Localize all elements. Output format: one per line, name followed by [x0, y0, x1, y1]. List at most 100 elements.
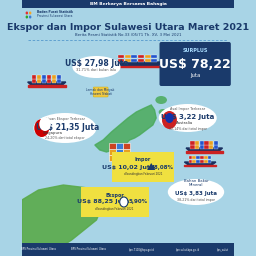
FancyBboxPatch shape	[204, 159, 208, 163]
FancyBboxPatch shape	[47, 75, 51, 79]
FancyBboxPatch shape	[52, 79, 56, 82]
Text: dibandingkan Februari 2021: dibandingkan Februari 2021	[124, 172, 162, 176]
FancyBboxPatch shape	[32, 75, 36, 79]
FancyBboxPatch shape	[214, 141, 218, 144]
Polygon shape	[22, 185, 105, 256]
FancyBboxPatch shape	[151, 59, 157, 62]
Polygon shape	[28, 82, 66, 85]
Text: bpn.7100@bps.go.id: bpn.7100@bps.go.id	[129, 248, 155, 251]
FancyBboxPatch shape	[209, 141, 213, 144]
FancyBboxPatch shape	[193, 159, 196, 163]
Text: 24,20% dari total ekspor: 24,20% dari total ekspor	[45, 136, 85, 140]
Text: BPS Provinsi Sulawesi Utara: BPS Provinsi Sulawesi Utara	[21, 248, 56, 251]
Circle shape	[162, 111, 177, 129]
Text: 31,71% dari bulan lalu: 31,71% dari bulan lalu	[77, 68, 116, 72]
Text: US$ 78,22: US$ 78,22	[159, 59, 231, 71]
Ellipse shape	[159, 104, 217, 132]
FancyBboxPatch shape	[204, 145, 209, 148]
Text: Singapura: Singapura	[42, 131, 62, 135]
FancyBboxPatch shape	[32, 79, 36, 82]
Circle shape	[39, 117, 51, 131]
FancyBboxPatch shape	[208, 155, 211, 159]
FancyBboxPatch shape	[138, 59, 144, 62]
FancyBboxPatch shape	[57, 79, 61, 82]
Text: US$ 27,98 Juta: US$ 27,98 Juta	[65, 59, 128, 68]
FancyBboxPatch shape	[57, 75, 61, 79]
FancyBboxPatch shape	[200, 145, 204, 148]
Text: Tujuan Ekspor Terbesar: Tujuan Ekspor Terbesar	[45, 117, 86, 121]
Text: Bahan Bakar
Mineral: Bahan Bakar Mineral	[184, 178, 208, 187]
FancyBboxPatch shape	[81, 187, 149, 217]
FancyBboxPatch shape	[116, 155, 123, 161]
Ellipse shape	[159, 109, 167, 115]
Text: 5,90%: 5,90%	[129, 199, 147, 205]
FancyBboxPatch shape	[204, 155, 208, 159]
FancyBboxPatch shape	[123, 143, 130, 149]
FancyBboxPatch shape	[159, 42, 231, 86]
FancyBboxPatch shape	[200, 159, 204, 163]
Text: Berita Resmi Statistik No.33 /05/71 Th. XV, 3 Mei 2021: Berita Resmi Statistik No.33 /05/71 Th. …	[75, 33, 181, 37]
Text: US$ 21,35 Juta: US$ 21,35 Juta	[36, 123, 99, 132]
FancyBboxPatch shape	[22, 243, 234, 256]
FancyBboxPatch shape	[118, 59, 124, 62]
Circle shape	[29, 12, 31, 15]
Text: Ekspor dan Impor Sulawesi Utara Maret 2021: Ekspor dan Impor Sulawesi Utara Maret 20…	[7, 24, 249, 33]
Ellipse shape	[34, 113, 97, 143]
FancyBboxPatch shape	[196, 155, 200, 159]
FancyBboxPatch shape	[190, 141, 195, 144]
Text: dibandingkan Februari 2021: dibandingkan Februari 2021	[95, 207, 134, 211]
FancyBboxPatch shape	[188, 155, 192, 159]
Text: US$ 3,22 Juta: US$ 3,22 Juta	[161, 114, 214, 120]
Polygon shape	[186, 148, 222, 151]
FancyBboxPatch shape	[37, 79, 41, 82]
FancyBboxPatch shape	[209, 145, 213, 148]
FancyBboxPatch shape	[42, 79, 46, 82]
Polygon shape	[184, 165, 216, 166]
Polygon shape	[186, 151, 222, 153]
FancyBboxPatch shape	[109, 155, 116, 161]
Text: Juta: Juta	[190, 73, 200, 79]
FancyBboxPatch shape	[200, 141, 204, 144]
FancyBboxPatch shape	[42, 75, 46, 79]
Text: US$ 3,83 Juta: US$ 3,83 Juta	[175, 190, 217, 196]
Text: Badan Pusat Statistik: Badan Pusat Statistik	[37, 10, 73, 14]
FancyBboxPatch shape	[123, 149, 130, 155]
Text: Provinsi Sulawesi Utara: Provinsi Sulawesi Utara	[37, 14, 72, 18]
FancyBboxPatch shape	[195, 145, 199, 148]
Ellipse shape	[72, 56, 121, 78]
FancyBboxPatch shape	[118, 55, 124, 58]
Text: SURPLUS: SURPLUS	[183, 48, 208, 54]
Text: Ekspor: Ekspor	[105, 193, 124, 197]
FancyBboxPatch shape	[37, 75, 41, 79]
Text: BM Berkarya Bersama Bahagia: BM Berkarya Bersama Bahagia	[90, 3, 166, 6]
Polygon shape	[28, 85, 66, 87]
Polygon shape	[114, 66, 162, 67]
Text: Lemak dan Minyak
Hewani Nabati: Lemak dan Minyak Hewani Nabati	[87, 88, 115, 97]
FancyBboxPatch shape	[195, 141, 199, 144]
Polygon shape	[147, 163, 155, 170]
FancyBboxPatch shape	[190, 145, 195, 148]
Text: Australia: Australia	[176, 121, 193, 125]
FancyBboxPatch shape	[193, 155, 196, 159]
Text: US$ 10,02 Juta: US$ 10,02 Juta	[102, 165, 154, 169]
FancyBboxPatch shape	[151, 55, 157, 58]
Circle shape	[26, 12, 28, 15]
Circle shape	[34, 119, 49, 137]
FancyBboxPatch shape	[109, 149, 116, 155]
FancyBboxPatch shape	[200, 155, 204, 159]
Circle shape	[26, 16, 28, 18]
FancyBboxPatch shape	[145, 59, 151, 62]
FancyBboxPatch shape	[47, 79, 51, 82]
FancyBboxPatch shape	[196, 159, 200, 163]
Text: 32,14% dari total impor: 32,14% dari total impor	[169, 127, 207, 131]
FancyBboxPatch shape	[93, 87, 108, 97]
FancyBboxPatch shape	[204, 141, 209, 144]
FancyBboxPatch shape	[131, 59, 137, 62]
Polygon shape	[114, 62, 162, 66]
Text: US$ 88,25 Juta: US$ 88,25 Juta	[77, 199, 129, 205]
FancyBboxPatch shape	[116, 149, 123, 155]
Text: bps_sulut: bps_sulut	[217, 248, 229, 251]
FancyBboxPatch shape	[116, 143, 123, 149]
Circle shape	[120, 197, 128, 207]
Text: Impor: Impor	[135, 157, 151, 163]
